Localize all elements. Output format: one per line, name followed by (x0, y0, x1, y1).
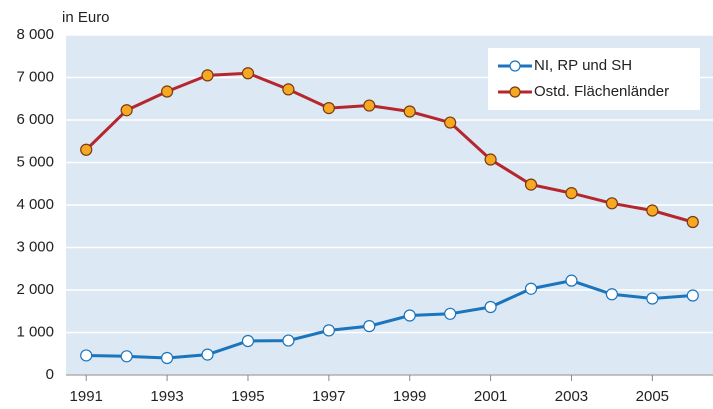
legend-marker (509, 60, 521, 72)
marker (363, 320, 376, 333)
marker (565, 187, 578, 200)
marker (605, 197, 619, 210)
legend-label: Ostd. Flächenländer (534, 83, 669, 100)
x-tick-label: 2001 (474, 388, 507, 405)
series-line (86, 279, 693, 360)
marker (565, 274, 578, 287)
marker (120, 104, 133, 117)
marker (686, 289, 699, 302)
marker (80, 143, 93, 156)
marker (282, 334, 295, 347)
series-line (85, 71, 694, 224)
marker (403, 105, 416, 118)
marker (363, 99, 376, 112)
marker (484, 153, 497, 166)
marker (524, 178, 538, 191)
x-tick-label: 1997 (312, 388, 345, 405)
legend-marker (509, 86, 521, 98)
x-tick-label: 2005 (636, 388, 669, 405)
y-tick-label: 0 (46, 366, 54, 383)
marker (444, 116, 457, 129)
marker (120, 350, 133, 363)
marker (484, 300, 497, 314)
marker (282, 83, 295, 96)
marker (646, 204, 659, 217)
y-tick-label: 6 000 (16, 111, 54, 128)
marker (444, 307, 457, 320)
y-tick-label: 5 000 (16, 153, 54, 170)
x-tick-label: 1993 (150, 388, 183, 405)
marker (80, 349, 93, 362)
x-tick-label: 2003 (555, 388, 588, 405)
y-tick-label: 3 000 (16, 238, 54, 255)
legend-label: NI, RP und SH (534, 57, 632, 74)
marker (322, 101, 335, 115)
x-tick-label: 1995 (231, 388, 264, 405)
y-tick-label: 2 000 (16, 281, 54, 298)
marker (686, 215, 699, 229)
marker (403, 309, 416, 322)
marker (201, 348, 214, 361)
marker (160, 85, 174, 98)
y-axis-title: in Euro (62, 9, 110, 26)
marker (524, 282, 538, 295)
marker (241, 334, 255, 348)
marker (605, 288, 619, 301)
y-tick-label: 7 000 (16, 68, 54, 85)
marker (160, 351, 174, 365)
marker (241, 67, 255, 80)
legend-box (488, 48, 700, 110)
marker (322, 324, 335, 337)
y-tick-label: 8 000 (16, 26, 54, 43)
y-tick-label: 4 000 (16, 196, 54, 213)
x-tick-label: 1991 (70, 388, 103, 405)
marker (201, 69, 214, 82)
x-tick-label: 1999 (393, 388, 426, 405)
marker (646, 292, 659, 305)
y-tick-label: 1 000 (16, 323, 54, 340)
